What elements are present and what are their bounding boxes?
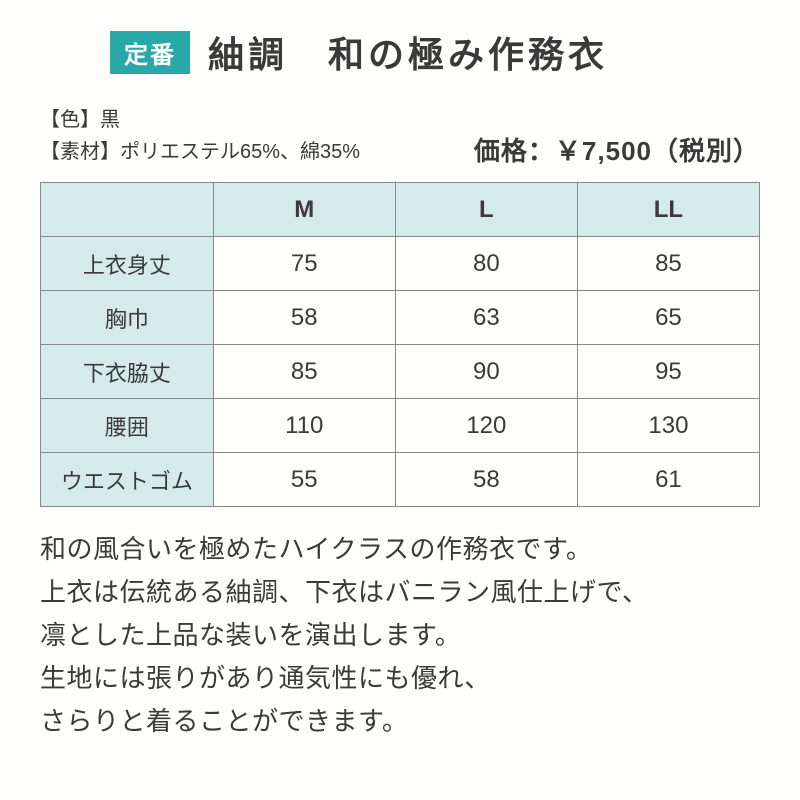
- price-text: 価格：￥7,500（税別）: [474, 131, 760, 168]
- description-line: 生地には張りがあり通気性にも優れ、: [40, 658, 760, 701]
- description-line: さらりと着ることができます。: [40, 701, 760, 744]
- cell-value: 85: [577, 237, 759, 291]
- material-value: ポリエステル65%、綿35%: [120, 141, 360, 163]
- product-specs: 【色】黒 【素材】ポリエステル65%、綿35%: [40, 104, 360, 168]
- product-title: 紬調 和の極み作務衣: [208, 26, 608, 78]
- cell-value: 58: [213, 291, 395, 345]
- cell-value: 61: [577, 453, 759, 507]
- description-line: 凛とした上品な装いを演出します。: [40, 615, 760, 658]
- color-value: 黒: [100, 109, 120, 131]
- table-corner: [41, 183, 214, 237]
- product-info-row: 【色】黒 【素材】ポリエステル65%、綿35% 価格：￥7,500（税別）: [40, 104, 760, 168]
- product-header: 定番 紬調 和の極み作務衣: [110, 26, 760, 78]
- cell-value: 80: [395, 237, 577, 291]
- cell-value: 90: [395, 345, 577, 399]
- cell-value: 65: [577, 291, 759, 345]
- cell-value: 130: [577, 399, 759, 453]
- row-label: ウエストゴム: [41, 453, 214, 507]
- size-chart-table: M L LL 上衣身丈 75 80 85 胸巾 58 63 65 下衣脇丈 85…: [40, 182, 760, 507]
- table-row: 上衣身丈 75 80 85: [41, 237, 760, 291]
- standard-badge: 定番: [110, 31, 190, 74]
- cell-value: 63: [395, 291, 577, 345]
- cell-value: 58: [395, 453, 577, 507]
- cell-value: 110: [213, 399, 395, 453]
- description-line: 和の風合いを極めたハイクラスの作務衣です。: [40, 529, 760, 572]
- size-header-ll: LL: [577, 183, 759, 237]
- description-line: 上衣は伝統ある紬調、下衣はバニラン風仕上げで、: [40, 572, 760, 615]
- cell-value: 55: [213, 453, 395, 507]
- row-label: 胸巾: [41, 291, 214, 345]
- product-description: 和の風合いを極めたハイクラスの作務衣です。 上衣は伝統ある紬調、下衣はバニラン風…: [40, 529, 760, 743]
- material-label: 【素材】: [40, 141, 120, 163]
- table-row: ウエストゴム 55 58 61: [41, 453, 760, 507]
- row-label: 上衣身丈: [41, 237, 214, 291]
- size-header-m: M: [213, 183, 395, 237]
- table-row: 胸巾 58 63 65: [41, 291, 760, 345]
- table-row: 腰囲 110 120 130: [41, 399, 760, 453]
- row-label: 腰囲: [41, 399, 214, 453]
- size-header-l: L: [395, 183, 577, 237]
- cell-value: 75: [213, 237, 395, 291]
- color-label: 【色】: [40, 109, 100, 131]
- table-row: 下衣脇丈 85 90 95: [41, 345, 760, 399]
- cell-value: 120: [395, 399, 577, 453]
- cell-value: 85: [213, 345, 395, 399]
- row-label: 下衣脇丈: [41, 345, 214, 399]
- cell-value: 95: [577, 345, 759, 399]
